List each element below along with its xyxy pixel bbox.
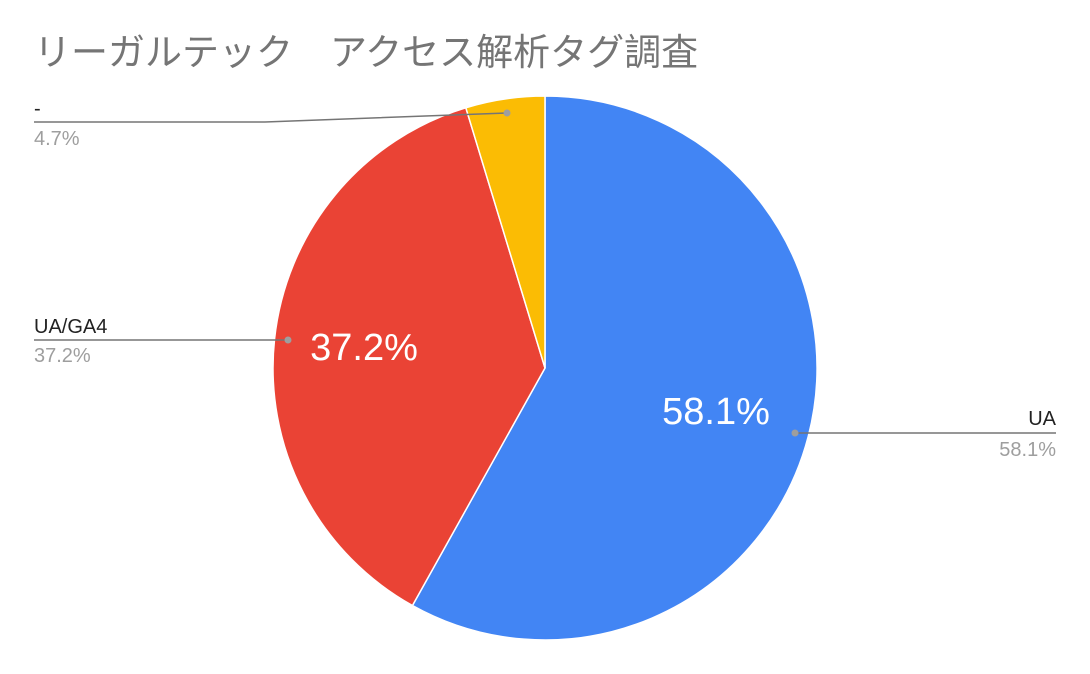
- chart-title: リーガルテック アクセス解析タグ調査: [34, 31, 699, 74]
- leader-dot-ua-ga4: [284, 336, 292, 344]
- slice-pct-label-ua: 58.1%: [662, 391, 770, 433]
- pie-slice-dash: [464, 95, 546, 369]
- slice-pct-label-ua-ga4: 37.2%: [310, 327, 418, 369]
- legend-pct-ua: 58.1%: [999, 439, 1056, 461]
- legend-label-ua-ga4: UA/GA4: [34, 316, 107, 338]
- leader-line-dash: [34, 112, 508, 123]
- legend-pct-ua-ga4: 37.2%: [34, 345, 91, 367]
- legend-label-dash: -: [34, 98, 41, 120]
- pie-slice-ua: [411, 95, 818, 641]
- legend-label-ua: UA: [1028, 408, 1056, 430]
- legend-pct-dash: 4.7%: [34, 128, 80, 150]
- leader-dot-dash: [503, 109, 511, 117]
- pie-slice-ua-ga4: [272, 106, 546, 607]
- leader-dot-ua: [791, 429, 799, 437]
